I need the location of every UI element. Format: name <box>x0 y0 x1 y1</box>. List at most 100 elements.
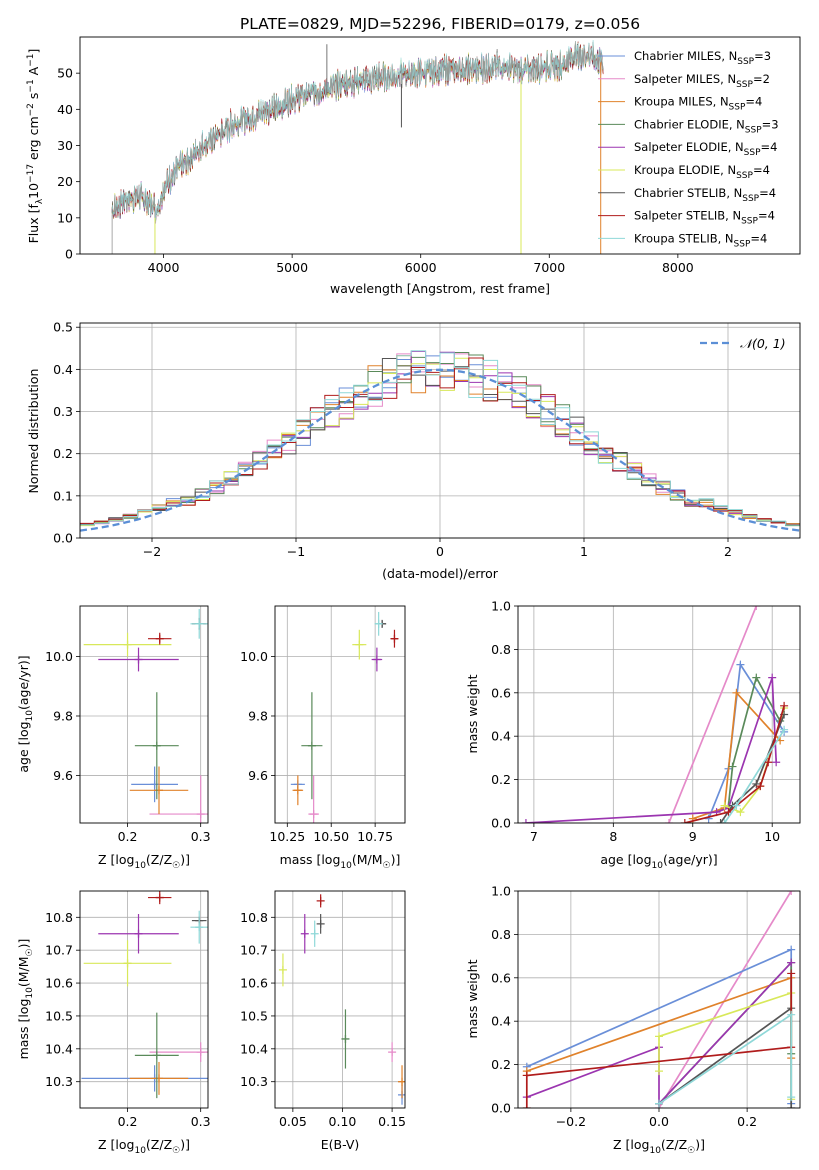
x-axis-label-part: )] <box>180 852 190 867</box>
y-axis-label: Normed distribution <box>26 369 41 494</box>
y-tick-label: 9.8 <box>53 708 73 723</box>
gaussian-curve <box>80 368 800 532</box>
y-tick-label: 40 <box>57 102 73 117</box>
data-point <box>316 919 325 928</box>
x-tick-label: −0.2 <box>556 1114 586 1129</box>
legend-entry: Chabrier ELODIE, NSSP=3 <box>634 117 779 135</box>
x-axis-label: Z [log10(Z/Z☉)] <box>613 1137 705 1156</box>
x-tick-label: 1 <box>580 544 588 559</box>
series-line <box>658 891 792 1108</box>
plot-area <box>80 350 800 532</box>
x-axis-label-part: (Z/Z <box>661 1137 687 1152</box>
y-tick-label: 0.1 <box>53 488 73 503</box>
y-axis-label-part: ] <box>26 49 41 54</box>
data-point <box>390 634 399 643</box>
data-point <box>307 741 316 750</box>
legend-entry-part: SSP <box>736 171 753 181</box>
legend-entry-part: =4 <box>758 209 775 223</box>
y-tick-label: 10 <box>57 210 73 225</box>
series-point <box>772 758 781 767</box>
y-tick-label: 10.7 <box>45 943 73 958</box>
x-axis-label-part: Z [log <box>613 1137 649 1152</box>
series-point <box>756 782 765 791</box>
x-tick-label: 0.0 <box>649 1114 669 1129</box>
series-point <box>787 945 796 954</box>
data-point <box>195 619 204 628</box>
legend-entry-part: SSP <box>744 148 761 158</box>
legend-entry: Chabrier STELIB, NSSP=4 <box>634 186 776 204</box>
panel-mass-vs-EBV: 0.05 0.10 0.15 10.3 10.4 10.5 10.6 10.7 10.8 E(B-… <box>240 890 406 1152</box>
data-point <box>123 640 132 649</box>
y-axis-label: Flux [fλ10−17 erg cm−2 s−1 A−1] <box>26 49 45 244</box>
axes-frame <box>517 605 801 824</box>
data-point <box>316 896 325 905</box>
legend-entry-part: =4 <box>750 231 767 245</box>
data-point <box>278 965 287 974</box>
y-axis-label-part: −1 <box>26 54 36 67</box>
series-line <box>723 729 785 823</box>
legend-entry-part: SSP <box>734 239 751 249</box>
x-axis-label-part: 10 <box>649 1146 661 1156</box>
x-axis-label-part: age [log <box>600 852 651 867</box>
legend-entry-part: Salpeter ELODIE, N <box>634 140 744 154</box>
spectrum-model-line <box>111 39 604 222</box>
y-axis-label-part: (M/M <box>16 956 31 987</box>
y-tick-label: 10.0 <box>240 649 268 664</box>
series-point <box>787 891 796 895</box>
legend-entry-part: =4 <box>761 140 778 154</box>
series-point <box>522 1104 531 1108</box>
y-tick-label: 0.0 <box>491 816 511 831</box>
data-point <box>293 786 302 795</box>
data-point <box>152 741 161 750</box>
series-line <box>526 962 792 1106</box>
series-point <box>732 688 741 697</box>
x-axis-label: mass [log10(M/M☉)] <box>280 852 401 871</box>
legend-entry-part: SSP <box>737 57 754 67</box>
x-axis-label-part: 10 <box>134 1146 146 1156</box>
x-axis-label-part: )] <box>391 852 401 867</box>
x-tick-label: 0.15 <box>378 1114 406 1129</box>
y-tick-label: 30 <box>57 138 73 153</box>
series-line <box>668 606 758 823</box>
y-axis-label-part: −2 <box>26 103 36 116</box>
series-line <box>727 675 781 806</box>
data-point <box>372 655 381 664</box>
y-axis-label-part: s <box>26 93 41 104</box>
legend-entry-part: =4 <box>759 186 776 200</box>
y-tick-label: 10.4 <box>45 1041 73 1056</box>
y-tick-label: 50 <box>57 66 73 81</box>
series-point <box>787 1104 796 1108</box>
y-tick-label: 0.5 <box>53 320 73 335</box>
x-axis-label: age [log10(age/yr)] <box>600 852 717 871</box>
series-point <box>736 660 745 669</box>
legend-entry-part: =4 <box>745 95 762 109</box>
y-axis-label-part: 10 <box>25 987 35 999</box>
series-point <box>787 1093 796 1102</box>
x-tick-label: 9 <box>689 829 697 844</box>
y-tick-label: 0.4 <box>491 1014 511 1029</box>
series-point <box>764 758 773 767</box>
legend-entry-part: SSP <box>736 80 753 90</box>
x-tick-label: 0 <box>436 544 444 559</box>
x-axis-label-part: 10 <box>340 861 352 871</box>
series-point <box>787 958 796 967</box>
x-axis-label-part: )] <box>180 1137 190 1152</box>
legend-entry-part: SSP <box>745 125 762 135</box>
x-tick-label: 0.2 <box>118 1114 138 1129</box>
legend-entry-part: =3 <box>754 49 771 63</box>
y-axis-label-part: −17 <box>26 164 36 183</box>
series-point <box>752 673 761 682</box>
figure-panels: 4000 5000 6000 7000 800001020304050wavelengt… <box>16 36 801 1156</box>
data-point <box>341 1034 350 1043</box>
histogram-step <box>80 350 800 526</box>
data-point <box>123 959 132 968</box>
axes-frame <box>79 890 209 1109</box>
axes-frame <box>274 605 406 824</box>
legend-entry-part: Kroupa MILES, N <box>634 95 729 109</box>
x-tick-label: −1 <box>287 544 305 559</box>
x-tick-label: 0.3 <box>191 829 211 844</box>
x-axis-label: (data-model)/error <box>382 566 499 581</box>
x-tick-label: 10 <box>764 829 780 844</box>
legend-entry-part: Kroupa ELODIE, N <box>634 163 736 177</box>
y-tick-label: 0.6 <box>491 970 511 985</box>
